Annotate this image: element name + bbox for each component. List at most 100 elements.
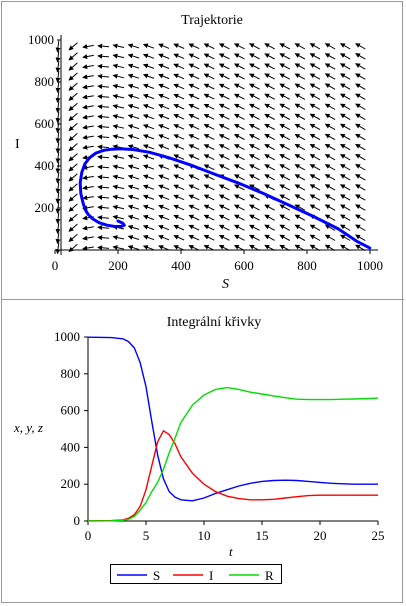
field-arrow-347 <box>294 133 306 141</box>
field-arrow-242 <box>218 134 230 140</box>
field-arrow-324 <box>279 154 291 161</box>
trajectory-y-tick-label-2: 600 <box>35 116 55 131</box>
field-arrow-166 <box>158 53 170 59</box>
field-arrow-74 <box>97 134 110 140</box>
field-arrow-69 <box>97 184 110 190</box>
field-arrow-262 <box>233 144 245 151</box>
field-arrow-57 <box>82 94 94 100</box>
field-arrow-208 <box>188 53 200 60</box>
field-arrow-18 <box>55 60 61 73</box>
field-arrow-16 <box>55 81 61 93</box>
integral-curves-x-tick-label-4: 20 <box>314 528 327 543</box>
trajectory-x-tick-label-5: 1000 <box>357 258 383 273</box>
field-arrow-419 <box>339 43 351 50</box>
field-arrow-141 <box>142 93 155 100</box>
field-arrow-108 <box>127 214 140 220</box>
trajectory-y-tick-label-0: 200 <box>35 200 55 215</box>
field-arrow-278 <box>249 194 260 201</box>
field-arrow-437 <box>355 73 366 80</box>
field-arrow-85 <box>112 235 125 240</box>
field-arrow-343 <box>294 174 306 181</box>
field-arrow-19 <box>55 50 61 63</box>
field-arrow-245 <box>218 103 230 110</box>
field-arrow-370 <box>309 113 321 120</box>
field-arrow-232 <box>218 234 230 241</box>
field-arrow-318 <box>279 214 291 221</box>
legend-label-r: R <box>265 568 274 583</box>
field-arrow-171 <box>173 214 185 221</box>
field-arrow-14 <box>55 101 61 114</box>
field-arrow-186 <box>173 63 185 70</box>
field-arrow-127 <box>142 234 155 241</box>
field-arrow-396 <box>324 63 336 70</box>
field-arrow-115 <box>127 144 140 150</box>
field-arrow-338 <box>294 224 306 231</box>
field-arrow-53 <box>82 134 94 140</box>
trajectory-series-line-0 <box>78 147 372 250</box>
field-arrow-424 <box>355 204 366 211</box>
field-arrow-337 <box>294 234 306 241</box>
field-arrow-432 <box>355 123 366 131</box>
field-arrow-249 <box>218 63 230 70</box>
field-arrow-105 <box>127 245 140 250</box>
field-arrow-5 <box>55 191 61 204</box>
integral-curves-plot <box>87 336 379 522</box>
field-arrow-152 <box>158 194 170 201</box>
field-arrow-438 <box>355 63 366 70</box>
field-arrow-371 <box>309 103 321 110</box>
field-arrow-123 <box>127 63 140 69</box>
field-arrow-426 <box>355 184 366 191</box>
field-arrow-328 <box>279 113 291 120</box>
field-arrow-138 <box>142 124 155 130</box>
field-arrow-134 <box>142 164 155 170</box>
field-arrow-267 <box>233 93 245 100</box>
field-arrow-24 <box>68 213 78 222</box>
field-arrow-180 <box>173 124 185 130</box>
field-arrow-36 <box>68 92 78 101</box>
field-arrow-178 <box>173 144 185 150</box>
field-arrow-61 <box>82 54 94 60</box>
field-arrow-139 <box>142 114 155 120</box>
field-arrow-154 <box>158 174 170 180</box>
field-arrow-44 <box>82 225 94 231</box>
field-arrow-237 <box>218 184 230 191</box>
field-arrow-366 <box>309 154 321 161</box>
field-arrow-234 <box>218 214 230 221</box>
field-arrow-248 <box>218 73 230 80</box>
field-arrow-397 <box>324 53 336 60</box>
field-arrow-153 <box>158 184 170 190</box>
integral-curves-x-tick-label-0: 0 <box>85 528 92 543</box>
field-arrow-193 <box>188 204 200 211</box>
field-arrow-55 <box>82 114 94 120</box>
field-arrow-407 <box>339 164 351 171</box>
field-arrow-47 <box>82 195 94 201</box>
field-arrow-103 <box>112 53 125 59</box>
field-arrow-365 <box>309 164 321 171</box>
integral-curves-y-tick-label-4: 800 <box>61 366 81 381</box>
field-arrow-369 <box>309 123 321 131</box>
field-arrow-172 <box>173 204 185 211</box>
field-arrow-284 <box>249 134 260 141</box>
field-arrow-8 <box>55 161 61 174</box>
field-arrow-268 <box>233 83 245 90</box>
field-arrow-227 <box>203 73 215 80</box>
field-arrow-352 <box>294 83 306 90</box>
field-arrow-307 <box>264 113 275 120</box>
field-arrow-295 <box>264 234 275 241</box>
field-arrow-280 <box>249 174 260 181</box>
field-arrow-215 <box>203 194 215 201</box>
field-arrow-320 <box>279 194 291 201</box>
field-arrow-198 <box>188 154 200 160</box>
field-arrow-431 <box>355 133 366 141</box>
field-arrow-109 <box>127 204 140 210</box>
field-arrow-116 <box>127 134 140 140</box>
field-arrow-77 <box>97 104 110 110</box>
field-arrow-67 <box>97 204 110 210</box>
field-arrow-179 <box>173 134 185 140</box>
field-arrow-165 <box>158 63 170 69</box>
integral-curves-x-tick-label-2: 10 <box>198 528 211 543</box>
field-arrow-169 <box>173 234 185 241</box>
field-arrow-173 <box>173 194 185 201</box>
field-arrow-325 <box>279 144 291 151</box>
